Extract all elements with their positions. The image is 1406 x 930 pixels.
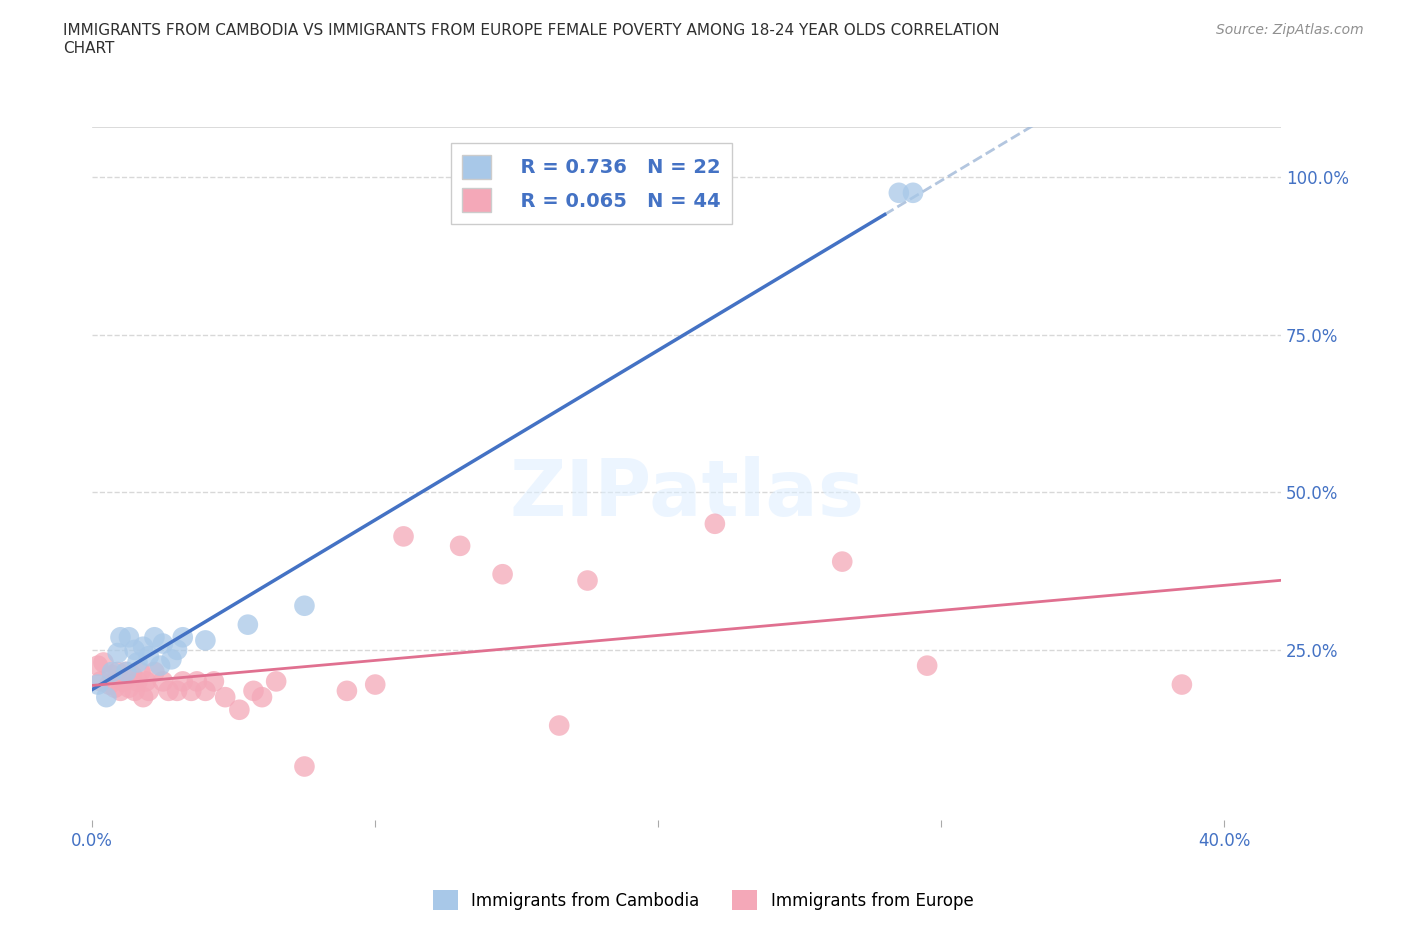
Point (202, 674, 225, 689)
Point (101, 665, 124, 680)
Point (901, 185, 924, 200)
Point (548, 718, 571, 733)
Text: ZIPatlas: ZIPatlas (509, 456, 865, 532)
Point (294, 759, 316, 774)
Point (96, 690, 118, 705)
Point (143, 630, 166, 644)
Point (101, 668, 124, 683)
Point (915, 658, 938, 673)
Point (364, 677, 387, 692)
Point (110, 684, 132, 698)
Point (392, 529, 415, 544)
Point (118, 680, 141, 695)
Point (93, 655, 115, 670)
Point (87, 677, 110, 692)
Point (132, 639, 155, 654)
Point (135, 674, 157, 689)
Point (166, 643, 188, 658)
Point (87, 658, 110, 673)
Point (166, 684, 188, 698)
Point (143, 665, 166, 680)
Point (112, 674, 135, 689)
Point (336, 684, 359, 698)
Point (90, 674, 112, 689)
Point (160, 652, 183, 667)
Text: Source: ZipAtlas.com: Source: ZipAtlas.com (1216, 23, 1364, 37)
Point (157, 684, 180, 698)
Point (194, 633, 217, 648)
Point (115, 665, 138, 680)
Legend:   R = 0.736   N = 22,   R = 0.065   N = 44: R = 0.736 N = 22, R = 0.065 N = 44 (451, 143, 733, 224)
Point (214, 690, 236, 705)
Point (228, 702, 250, 717)
Point (242, 684, 264, 698)
Point (127, 674, 149, 689)
Point (264, 674, 287, 689)
Point (118, 630, 141, 644)
Point (104, 680, 127, 695)
Point (236, 618, 259, 632)
Point (491, 566, 513, 581)
Point (703, 516, 725, 531)
Point (294, 598, 316, 613)
Point (127, 655, 149, 670)
Point (107, 645, 129, 660)
Point (115, 665, 138, 680)
Point (449, 538, 471, 553)
Point (194, 684, 217, 698)
Point (124, 643, 146, 658)
Text: IMMIGRANTS FROM CAMBODIA VS IMMIGRANTS FROM EUROPE FEMALE POVERTY AMONG 18-24 YE: IMMIGRANTS FROM CAMBODIA VS IMMIGRANTS F… (63, 23, 1000, 56)
Point (132, 690, 155, 705)
Point (121, 668, 143, 683)
Point (250, 690, 273, 705)
Point (124, 684, 146, 698)
Point (831, 554, 853, 569)
Point (98, 677, 121, 692)
Point (149, 658, 172, 673)
Point (1171, 677, 1194, 692)
Legend: Immigrants from Cambodia, Immigrants from Europe: Immigrants from Cambodia, Immigrants fro… (426, 884, 980, 917)
Point (186, 674, 208, 689)
Point (107, 665, 129, 680)
Point (138, 649, 160, 664)
Point (129, 665, 152, 680)
Point (138, 684, 160, 698)
Point (180, 684, 202, 698)
Point (110, 630, 132, 644)
Point (172, 674, 194, 689)
Point (576, 573, 599, 588)
Point (152, 674, 174, 689)
Point (172, 630, 194, 644)
Point (887, 185, 910, 200)
Point (152, 636, 174, 651)
